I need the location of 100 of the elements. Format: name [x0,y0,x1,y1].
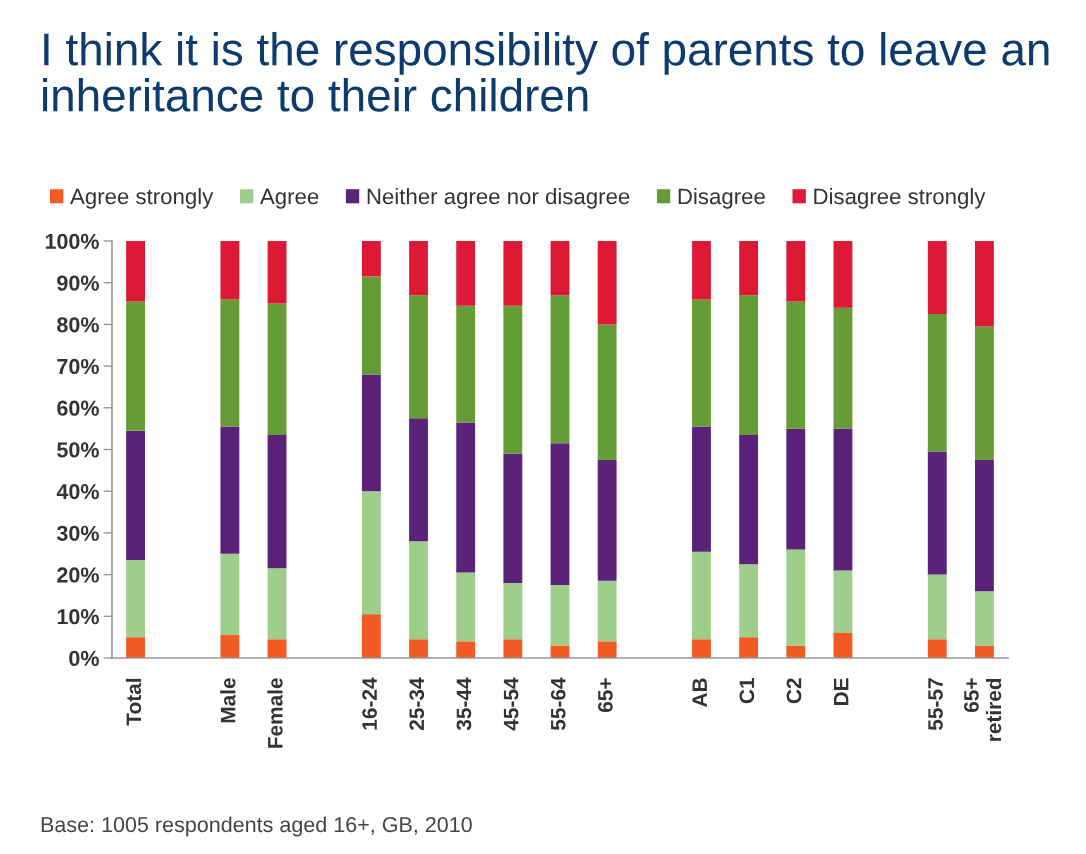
bar [361,276,381,375]
bar [927,639,947,658]
x-tick-label: Total [125,678,142,726]
bar [220,553,240,636]
y-tick-label: 10% [57,609,99,625]
bar [974,241,994,327]
bar [456,305,476,423]
y-tick-label: 80% [57,317,99,333]
bar [267,568,287,640]
bar [786,428,806,550]
bar [833,241,853,308]
x-tick-label: C1 [739,678,755,704]
bar [833,570,853,633]
bar [550,645,570,658]
x-tick-label: 45-54 [503,677,519,731]
bar [456,641,476,658]
bar [409,241,428,296]
bar [974,326,994,460]
text: Base: 1005 respondents aged 16+, GB, 2010 [41,816,472,837]
bar [739,637,759,658]
bar [409,639,428,658]
bar [927,574,947,640]
legend-label: Agree [259,188,319,209]
x-tick-label: C2 [786,678,802,704]
chart-title: I think it is the responsibility of parents to leave an inheritance to their children [43,32,1049,112]
legend-label: Disagree [678,188,765,209]
bar [927,313,947,452]
bar [692,426,711,552]
bar [503,639,523,658]
x-tick-label: 55-64 [550,677,566,731]
bar [456,572,476,642]
x-tick-label: 25-34 [409,677,425,730]
bar [126,241,146,302]
legend-label: Disagree strongly [814,188,986,209]
bar [220,241,240,300]
bar [692,241,711,300]
bar [833,307,853,429]
bar [267,434,287,569]
bar [361,241,381,277]
bar [126,560,146,638]
bar [220,299,240,427]
bar [409,541,428,640]
bar [126,301,146,431]
bar [692,639,711,658]
bar [974,591,994,646]
bar [550,443,570,586]
x-tick-label: DE [834,678,849,705]
bar [550,295,570,444]
y-tick-label: 0% [69,650,99,667]
bar [503,241,523,306]
bar [739,434,759,565]
bar [550,585,570,646]
y-tick-label: 70% [57,358,99,375]
y-tick-label: 30% [56,525,99,541]
x-tick-label: 55-57 [928,678,943,731]
bar [597,459,617,581]
y-tick-label: 20% [57,567,99,583]
bar [503,582,523,640]
bar [786,549,806,646]
bar [739,564,759,638]
x-tick-label: Female [267,678,283,748]
bar [786,301,806,429]
x-tick-label: AB [692,678,707,708]
bar [786,241,806,302]
bar [267,241,287,304]
bar [833,632,853,658]
bar [692,299,711,427]
bar [739,295,759,435]
bar [456,241,476,306]
bar [456,422,476,573]
bar [550,241,570,296]
bar [361,491,381,615]
bar [927,241,947,314]
bar [220,426,240,554]
x-tick-label: Male [220,678,236,723]
bar [597,324,617,460]
bar [692,551,711,640]
bar [597,241,617,325]
bar [597,580,617,642]
bar [220,635,240,658]
bar [503,453,523,583]
x-tick-label: 65+ [598,678,613,713]
bar [739,241,759,296]
bar [786,645,806,658]
bar [597,641,617,658]
bar [361,614,381,658]
bar [267,639,287,658]
bar [126,430,146,560]
y-tick-label: 60% [57,400,99,416]
y-tick-label: 90% [57,275,99,291]
x-tick-label: 16-24 [362,677,377,730]
x-tick-label: 65+ retired [964,678,1002,741]
legend-label: Neither agree nor disagree [367,188,630,209]
bar [267,303,287,435]
bar [126,637,146,658]
bar [409,418,428,542]
bar [927,451,947,575]
bar [833,428,853,571]
bar [361,374,381,492]
x-tick-label: 35-44 [456,677,472,731]
